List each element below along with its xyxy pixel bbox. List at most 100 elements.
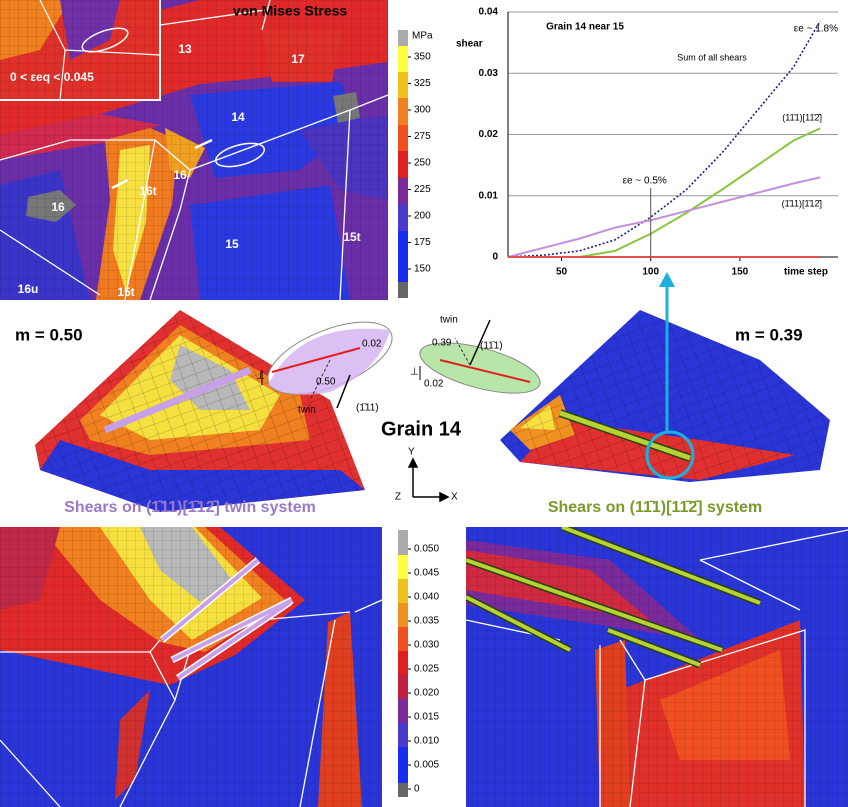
shear-colorbar-part (398, 627, 408, 651)
colorbar-label: 0 (414, 784, 420, 795)
schematic-label: ⊥ (256, 371, 265, 382)
colorbar-label: 0.015 (414, 712, 439, 723)
center-title: Grain 14 (381, 418, 462, 440)
shear-map-right-part-part (607, 628, 701, 667)
shear-map-right (466, 527, 848, 807)
schematic-label: 0.50 (316, 377, 336, 388)
left-schematic-part (271, 347, 361, 373)
x-tick-label: 50 (556, 267, 568, 278)
grain-label: 14 (231, 110, 245, 124)
series-line (507, 20, 821, 258)
stress-colorbar-part (398, 46, 408, 72)
grain-labels: 13 17 14 16 16t 16 15 15t 16u 15t (18, 42, 361, 299)
shear-map-left-part-part (171, 598, 293, 662)
colorbar-label: 250 (414, 158, 431, 169)
stress-colorbar-part (398, 204, 408, 231)
stress-map-part (214, 142, 266, 168)
schematic-label: (1̄11) (356, 403, 379, 414)
grain-label: 15 (225, 237, 239, 251)
axes-triad-part (439, 491, 450, 503)
m-label: m = 0.50 (15, 325, 83, 344)
shear-map-left (0, 527, 382, 807)
left-schematic-part (336, 374, 351, 409)
axes-triad-part (407, 457, 419, 468)
grain-label: 15t (117, 285, 134, 299)
colorbar-label: 0.025 (414, 664, 439, 675)
shear-colorbar-part (398, 747, 408, 783)
shear-map-right-part-part (561, 527, 761, 605)
stress-colorbar-part (398, 178, 408, 204)
stress-map-part (39, 0, 161, 101)
stress-map-part (81, 27, 129, 53)
shear-map-right-part-part (466, 558, 723, 652)
colorbar-label: 0.045 (414, 568, 439, 579)
schematic-label: 0.39 (432, 338, 452, 349)
shear-map-right-part (466, 527, 761, 667)
colorbar-label: 0.005 (414, 760, 439, 771)
colorbar-label: 0.035 (414, 616, 439, 627)
schematic-label: twin (298, 405, 316, 416)
axes-triad (407, 457, 450, 503)
y-tick-label: 0.01 (479, 190, 499, 201)
schematic-label: 0.02 (362, 339, 382, 350)
schematic-label: (11̄1) (480, 341, 503, 352)
stress-colorbar-part (398, 72, 408, 98)
shear-map-right-part (466, 527, 848, 807)
right-model-part (659, 272, 675, 287)
right-schematic (419, 319, 541, 394)
colorbar-label: 325 (414, 78, 431, 89)
axis-letter: X (451, 492, 458, 503)
stress-colorbar-part (398, 98, 408, 125)
colorbar-label: 0.030 (414, 640, 439, 651)
series-label: (11̄1)[11̄2̄] (782, 112, 822, 122)
colorbar-label: 0.010 (414, 736, 439, 747)
shear-map-right-part (466, 529, 848, 807)
left-schematic-part (309, 359, 331, 401)
stress-colorbar (398, 30, 408, 298)
x-tick-label: 100 (642, 267, 659, 278)
colorbar-label: 0.050 (414, 544, 439, 555)
right-model-part (645, 430, 695, 480)
schematic-label: 0.02 (424, 379, 444, 390)
axis-letter: Y (408, 447, 415, 458)
schematic-labels: 0.02 0.50 (1̄11) twin ⊥ twin 0.39 (11̄1) 0.02 ⊥ (256, 315, 503, 416)
right-schematic-part (469, 319, 491, 366)
stress-colorbar-part (398, 125, 408, 151)
colorbar-label: 300 (414, 105, 431, 116)
y-tick-label: 0.03 (479, 68, 499, 79)
grain-label: 15t (343, 230, 360, 244)
shear-chart: Grain 14 near 15 shear time step 0 0.01 0.… (456, 7, 838, 278)
grain-label: 17 (291, 52, 305, 66)
colorbar-label: 0.040 (414, 592, 439, 603)
axis-letter: Z (395, 492, 401, 503)
stress-map-part (0, 0, 160, 100)
series-line (508, 127, 821, 258)
colorbar-label: 350 (414, 52, 431, 63)
series-label: Sum of all shears (677, 52, 747, 62)
left-model-part (103, 366, 252, 434)
m-label: m = 0.39 (735, 325, 803, 344)
stress-colorbar-part (398, 231, 408, 282)
shear-colorbar-part (398, 675, 408, 699)
stress-map-part (0, 0, 161, 101)
colorbar-unit: MPa (412, 31, 433, 42)
series-label: (1̄11)[1̄12̄] (782, 198, 822, 208)
grain-label: 16t (139, 184, 156, 198)
shear-map-left-part (160, 558, 293, 680)
shear-colorbar-part (398, 699, 408, 723)
colorbar-label: 200 (414, 211, 431, 222)
annotation: εe ~ 1.8% (794, 24, 838, 35)
shear-colorbar-part (398, 651, 408, 675)
left-schematic (261, 321, 393, 409)
chart-title: Grain 14 near 15 (546, 22, 624, 33)
schematic-label: ⊥ (410, 367, 419, 378)
right-model (500, 272, 830, 482)
shear-map-left-part-part (176, 600, 292, 680)
y-tick-label: 0.02 (479, 129, 499, 140)
colorbar-label: 275 (414, 131, 431, 142)
shear-colorbar-part (398, 723, 408, 747)
stress-map (0, 0, 388, 300)
model-header: Shears on (1̄11)[1̄12̄] twin system (64, 499, 316, 516)
stress-colorbar-part (398, 282, 408, 298)
